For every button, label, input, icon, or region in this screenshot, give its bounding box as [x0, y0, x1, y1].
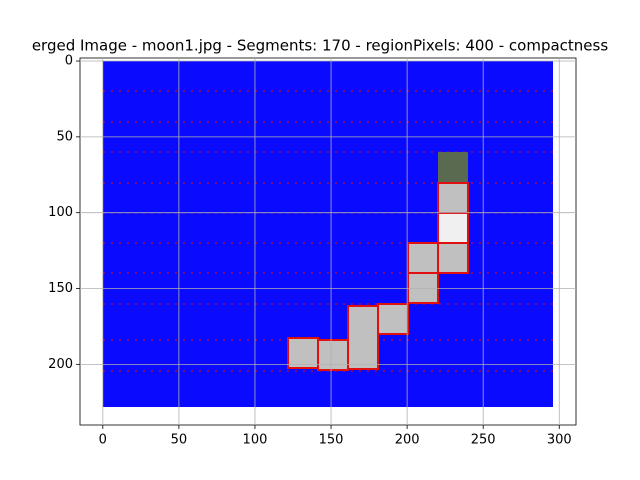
- y-tick-label: 0: [65, 54, 73, 69]
- merged-segment-edge: [438, 152, 468, 182]
- x-tick-label: 250: [471, 433, 496, 448]
- x-tick-label: 100: [243, 433, 268, 448]
- x-tick-label: 300: [547, 433, 572, 448]
- y-tick-label: 150: [48, 281, 73, 296]
- image: [103, 61, 553, 407]
- x-tick-label: 200: [395, 433, 420, 448]
- x-tick-label: 50: [171, 433, 188, 448]
- axes-frame: [79, 57, 577, 426]
- x-tick-label: 150: [319, 433, 344, 448]
- y-tick-label: 200: [48, 357, 73, 372]
- y-tick-label: 50: [56, 129, 73, 144]
- chart-title: erged Image - moon1.jpg - Segments: 170 …: [32, 37, 609, 55]
- merged-segments: [287, 182, 469, 371]
- y-tick-label: 100: [48, 205, 73, 220]
- x-tick-label: 0: [99, 433, 107, 448]
